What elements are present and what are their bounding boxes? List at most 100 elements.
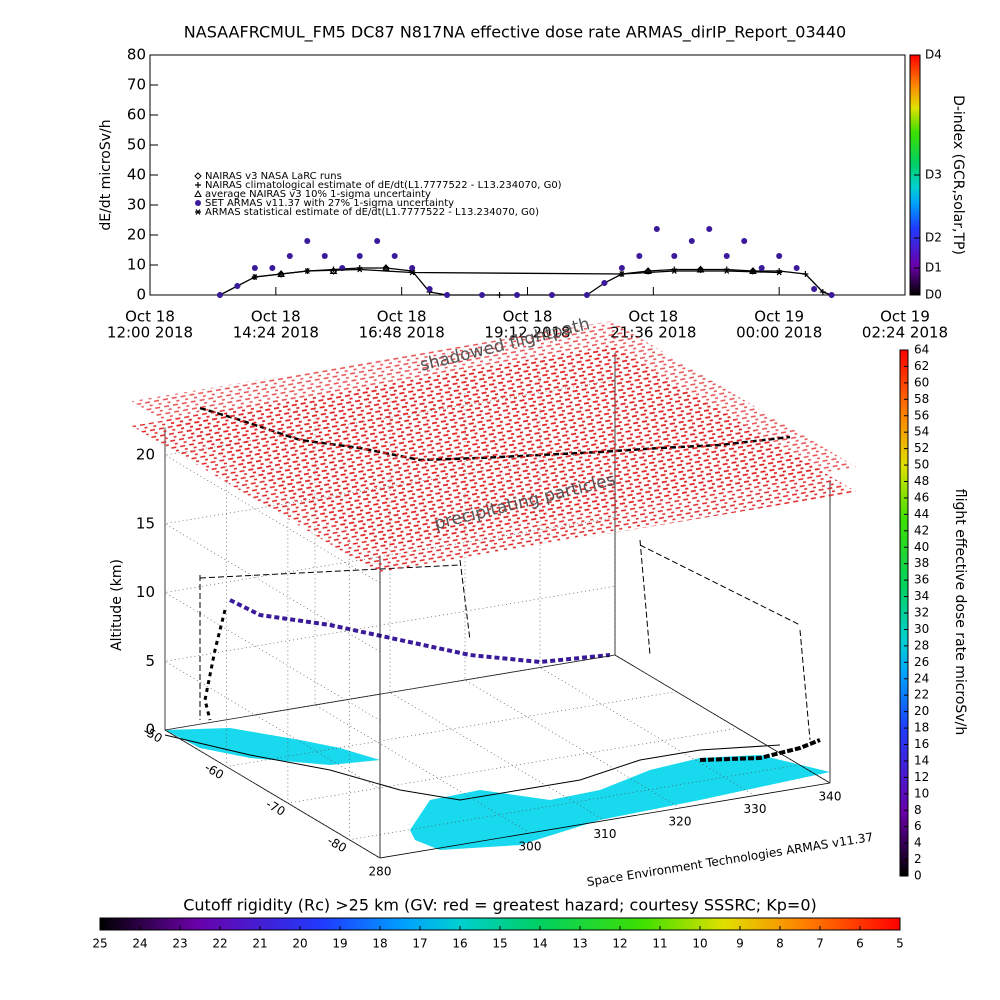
data-point (819, 289, 826, 295)
colorbar-tick-label: 52 (914, 441, 929, 455)
y-tick-label: 0 (136, 286, 146, 304)
data-point (356, 266, 363, 273)
data-point (723, 268, 730, 274)
data-point (496, 292, 503, 298)
data-point (444, 292, 451, 298)
x-tick-label: Oct 19 (754, 308, 804, 326)
y-tick-label: 10 (127, 256, 146, 274)
colorbar-tick-label: 58 (914, 392, 929, 406)
rigidity-tick-label: 9 (736, 937, 744, 951)
lon-tick-label: 300 (519, 840, 542, 854)
colorbar-tick-label: 26 (914, 655, 929, 669)
series-line (254, 268, 780, 278)
x-tick-label: Oct 18 (125, 308, 175, 326)
x-tick-label: Oct 18 (377, 308, 427, 326)
y-axis-title: dE/dt microSv/h (98, 119, 114, 230)
data-point (286, 253, 293, 259)
rigidity-tick-label: 15 (492, 937, 507, 951)
colorbar-tick-label: 10 (914, 786, 929, 800)
rigidity-tick-label: 8 (776, 937, 784, 951)
data-point (251, 274, 258, 280)
data-point (758, 265, 765, 271)
series-line (219, 267, 832, 296)
z-tick-label: 10 (136, 583, 155, 601)
y2-axis-title: D-index (GCR,solar,TP) (950, 95, 966, 255)
lon-tick-label: 340 (819, 790, 842, 804)
lon-tick-label: 310 (594, 827, 617, 841)
y2-tick-label: D1 (925, 261, 942, 275)
grid-line (226, 464, 677, 767)
data-point (356, 253, 363, 259)
x-tick-label: 14:24 2018 (233, 324, 319, 342)
y-tick-label: 50 (127, 136, 146, 154)
x-tick-label: Oct 18 (628, 308, 678, 326)
z-axis-title: Altitude (km) (109, 559, 125, 651)
rigidity-tick-label: 19 (332, 937, 347, 951)
data-point (479, 292, 486, 298)
colorbar-tick-label: 6 (914, 819, 922, 833)
y-tick-label: 20 (127, 226, 146, 244)
colorbar-tick-label: 50 (914, 458, 929, 472)
data-point (828, 292, 835, 298)
y2-tick-label: D2 (925, 231, 942, 245)
rigidity-tick-label: 10 (692, 937, 707, 951)
data-point (374, 238, 381, 244)
lat-tick-label: -80 (325, 833, 349, 855)
rigidity-tick-label: 25 (92, 937, 107, 951)
colorbar-tick-label: 14 (914, 753, 929, 767)
colorbar-tick-label: 62 (914, 359, 929, 373)
z-tick-label: 5 (145, 652, 155, 670)
data-point (251, 265, 258, 271)
colorbar-tick-label: 30 (914, 622, 929, 636)
colorbar-tick-label: 36 (914, 573, 929, 587)
y-tick-label: 80 (127, 46, 146, 64)
lon-tick-label: 280 (369, 865, 392, 879)
legend-marker (194, 172, 202, 180)
x-tick-label: Oct 19 (880, 308, 930, 326)
rigidity-tick-label: 22 (212, 937, 227, 951)
x-tick-label: 02:24 2018 (862, 324, 948, 342)
colorbar-tick-label: 34 (914, 589, 929, 603)
rigidity-tick-label: 5 (896, 937, 904, 951)
lon-tick-label: 330 (744, 802, 767, 816)
colorbar-tick-label: 0 (914, 869, 922, 883)
data-point (696, 265, 705, 273)
colorbar-tick-label: 12 (914, 770, 929, 784)
legend-marker (195, 182, 201, 188)
data-point (216, 292, 223, 298)
z-tick-label: 20 (136, 446, 155, 464)
data-point (741, 238, 748, 244)
colorbar-tick-label: 44 (914, 507, 929, 521)
chart-title: NASAAFRCMUL_FM5 DC87 N817NA effective do… (184, 23, 846, 43)
y2-tick-label: D3 (925, 168, 942, 182)
y2-tick-label: D0 (925, 288, 942, 302)
colorbar-tick-label: 20 (914, 704, 929, 718)
x-tick-label: Oct 18 (251, 308, 301, 326)
x-tick-label: Oct 18 (503, 308, 553, 326)
grid-line (348, 537, 800, 841)
data-point (793, 265, 800, 271)
rigidity-tick-label: 6 (856, 937, 864, 951)
colorbar-tick-label: 2 (914, 852, 922, 866)
rigidity-tick-label: 20 (292, 937, 307, 951)
colorbar-tick-label: 16 (914, 737, 929, 751)
rigidity-tick-label: 11 (652, 937, 667, 951)
data-point (391, 253, 398, 259)
colorbar-tick-label: 22 (914, 688, 929, 702)
data-point (426, 286, 433, 292)
legend-marker (194, 189, 202, 197)
lat-tick-label: -70 (264, 797, 288, 819)
rigidity-tick-label: 23 (172, 937, 187, 951)
z-tick-label: 15 (136, 514, 155, 532)
particle-plane (131, 321, 858, 548)
y-tick-label: 70 (127, 76, 146, 94)
data-point (409, 269, 416, 276)
data-point (706, 226, 713, 232)
y2-tick-label: D4 (925, 48, 942, 62)
lat-tick-label: -50 (141, 724, 165, 746)
colorbar-tick-label: 28 (914, 638, 929, 652)
colorbar-tick-label: 32 (914, 606, 929, 620)
colorbar-tick-label: 64 (914, 343, 929, 357)
rigidity-tick-label: 18 (372, 937, 387, 951)
